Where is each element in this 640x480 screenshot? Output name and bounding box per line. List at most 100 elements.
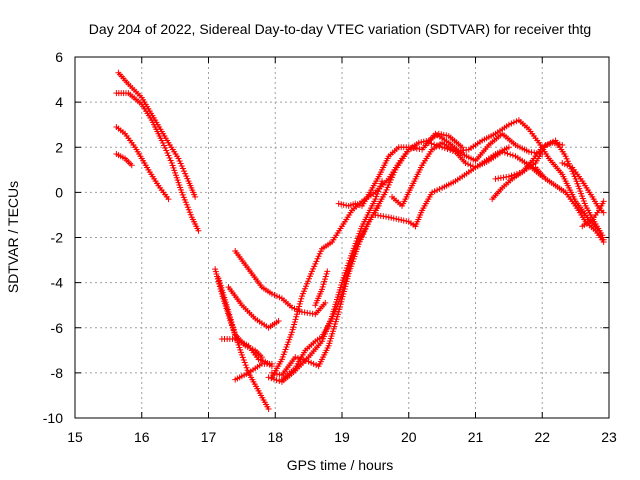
x-axis-label: GPS time / hours	[287, 457, 394, 473]
data-point	[513, 170, 520, 177]
data-point	[444, 146, 451, 153]
data-point	[317, 248, 324, 255]
series-track-4	[113, 151, 135, 169]
y-tick-label: -6	[51, 320, 64, 336]
series-track-17	[372, 211, 419, 230]
data-point	[181, 168, 188, 175]
data-point	[271, 292, 278, 299]
data-point	[600, 198, 607, 205]
data-point	[292, 316, 299, 323]
y-tick-label: -2	[51, 230, 64, 246]
data-point	[319, 283, 326, 290]
data-point	[440, 131, 447, 138]
series-line	[117, 72, 196, 198]
x-tick-label: 16	[134, 429, 150, 445]
data-point	[436, 143, 443, 150]
data-point	[315, 253, 322, 260]
data-point	[293, 313, 300, 320]
data-point	[449, 147, 456, 154]
series-line	[271, 146, 416, 378]
data-point	[403, 218, 410, 225]
data-point	[227, 316, 234, 323]
series-track-2	[113, 90, 202, 234]
data-point	[507, 151, 514, 158]
data-point	[372, 196, 379, 203]
data-point	[158, 137, 165, 144]
data-point	[516, 169, 523, 176]
data-point	[229, 321, 236, 328]
series-track-10	[312, 268, 331, 309]
data-point	[600, 209, 607, 216]
data-point	[177, 160, 184, 167]
data-point	[163, 147, 170, 154]
data-point	[314, 255, 321, 262]
data-point	[291, 321, 298, 328]
data-point	[384, 184, 391, 191]
data-point	[296, 303, 303, 310]
data-point	[229, 323, 236, 330]
data-point	[226, 311, 233, 318]
data-point	[563, 155, 570, 162]
y-tick-label: 4	[55, 94, 63, 110]
data-point	[288, 329, 295, 336]
data-point	[509, 152, 516, 159]
y-tick-labels: -10 -8 -6 -4 -2 0 2 4 6	[43, 49, 63, 426]
data-point	[375, 188, 382, 195]
data-point	[390, 215, 397, 222]
data-point	[336, 303, 343, 310]
data-point	[336, 306, 343, 313]
data-point	[164, 150, 171, 157]
data-point	[508, 172, 515, 179]
data-point	[297, 298, 304, 305]
data-point	[239, 354, 246, 361]
data-point	[322, 273, 329, 280]
data-point	[393, 215, 400, 222]
series-track-8	[232, 360, 275, 383]
data-point	[322, 299, 329, 306]
data-point	[431, 141, 438, 148]
series-track-20	[425, 117, 607, 243]
series-track-6	[215, 275, 265, 361]
x-tick-label: 15	[67, 429, 83, 445]
data-point	[545, 140, 552, 147]
data-point	[166, 155, 173, 162]
series-track-9	[232, 248, 329, 318]
data-point	[268, 369, 275, 376]
data-point	[464, 161, 471, 168]
data-point	[505, 173, 512, 180]
series-track-1	[115, 69, 199, 200]
data-point	[323, 270, 330, 277]
chart-title: Day 204 of 2022, Sidereal Day-to-day VTE…	[89, 21, 591, 37]
data-point	[513, 118, 520, 125]
data-point	[183, 173, 190, 180]
series-track-7	[218, 336, 275, 370]
data-point	[320, 281, 327, 288]
data-point	[265, 374, 272, 381]
data-point	[310, 360, 317, 367]
grid	[75, 57, 609, 418]
data-point	[242, 362, 249, 369]
y-tick-label: 0	[55, 184, 63, 200]
data-point	[192, 193, 199, 200]
data-point	[243, 364, 250, 371]
data-point	[244, 367, 251, 374]
data-point	[227, 313, 234, 320]
data-point	[308, 268, 315, 275]
data-point	[349, 255, 356, 262]
data-point	[338, 201, 345, 208]
data-point	[290, 324, 297, 331]
data-point	[231, 329, 238, 336]
series-track-11	[225, 284, 282, 331]
data-point	[467, 162, 474, 169]
data-point	[505, 121, 512, 128]
series-track-19	[412, 144, 512, 230]
data-point	[225, 308, 232, 315]
data-point	[350, 250, 357, 257]
x-tick-label: 19	[334, 429, 350, 445]
data-point	[562, 153, 569, 160]
x-tick-label: 23	[601, 429, 617, 445]
data-point	[508, 120, 515, 127]
data-point	[385, 214, 392, 221]
series-line	[281, 133, 463, 381]
data-point	[182, 170, 189, 177]
